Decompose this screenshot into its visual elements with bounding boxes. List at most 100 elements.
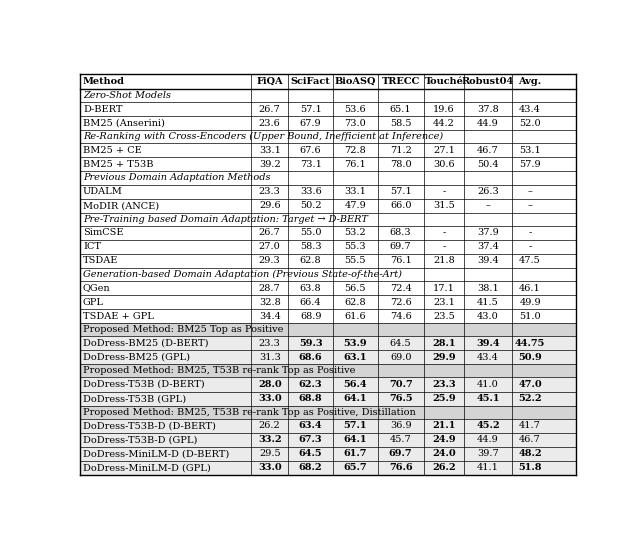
Text: 68.3: 68.3	[390, 228, 412, 237]
Bar	[80, 226, 576, 240]
Text: 76.1: 76.1	[344, 160, 366, 169]
Text: 53.1: 53.1	[519, 146, 541, 155]
Text: TSDAE: TSDAE	[83, 256, 118, 266]
Text: 65.1: 65.1	[390, 105, 412, 113]
Text: D-BERT: D-BERT	[83, 105, 122, 113]
Text: 62.3: 62.3	[299, 380, 323, 389]
Text: –: –	[486, 201, 490, 210]
Bar	[80, 433, 576, 447]
Bar	[80, 323, 576, 336]
Text: 71.2: 71.2	[390, 146, 412, 155]
Text: 41.1: 41.1	[477, 463, 499, 472]
Text: 33.1: 33.1	[259, 146, 281, 155]
Text: 32.8: 32.8	[259, 298, 280, 307]
Text: 64.5: 64.5	[390, 339, 412, 348]
Text: Proposed Method: BM25 Top as Positive: Proposed Method: BM25 Top as Positive	[83, 325, 284, 334]
Text: DoDress-T53B (GPL): DoDress-T53B (GPL)	[83, 394, 186, 403]
Text: 78.0: 78.0	[390, 160, 412, 169]
Text: 23.3: 23.3	[432, 380, 456, 389]
Text: Pre-Training based Domain Adaptation: Target → D-BERT: Pre-Training based Domain Adaptation: Ta…	[83, 214, 368, 224]
Text: SciFact: SciFact	[291, 77, 330, 86]
Text: QGen: QGen	[83, 283, 111, 293]
Text: 73.0: 73.0	[344, 119, 366, 128]
Bar	[80, 172, 576, 185]
Text: 46.1: 46.1	[519, 283, 541, 293]
Text: 68.8: 68.8	[299, 394, 323, 403]
Text: 55.3: 55.3	[344, 242, 366, 251]
Text: 58.5: 58.5	[390, 119, 412, 128]
Text: 33.6: 33.6	[300, 187, 321, 196]
Text: 23.3: 23.3	[259, 187, 281, 196]
Text: FiQA: FiQA	[257, 77, 283, 86]
Text: BM25 + T53B: BM25 + T53B	[83, 160, 154, 169]
Text: 44.75: 44.75	[515, 339, 545, 348]
Text: 45.1: 45.1	[476, 394, 500, 403]
Text: 41.7: 41.7	[519, 421, 541, 430]
Text: BM25 (Anserini): BM25 (Anserini)	[83, 119, 165, 128]
Text: 68.6: 68.6	[299, 353, 323, 362]
Text: 33.0: 33.0	[258, 463, 282, 472]
Text: 23.5: 23.5	[433, 312, 455, 321]
Text: ICT: ICT	[83, 242, 101, 251]
Text: 41.0: 41.0	[477, 380, 499, 389]
Text: 23.6: 23.6	[259, 119, 280, 128]
Text: SimCSE: SimCSE	[83, 228, 124, 237]
Text: 51.8: 51.8	[518, 463, 542, 472]
Text: 26.2: 26.2	[259, 421, 280, 430]
Text: 29.5: 29.5	[259, 449, 280, 458]
Text: 43.4: 43.4	[477, 353, 499, 362]
Text: 26.7: 26.7	[259, 105, 280, 113]
Text: 39.4: 39.4	[477, 256, 499, 266]
Text: DoDress-T53B (D-BERT): DoDress-T53B (D-BERT)	[83, 380, 205, 389]
Text: BioASQ: BioASQ	[335, 77, 376, 86]
Bar	[80, 89, 576, 102]
Text: 28.0: 28.0	[258, 380, 282, 389]
Text: 63.8: 63.8	[300, 283, 321, 293]
Text: -: -	[529, 228, 532, 237]
Text: 67.9: 67.9	[300, 119, 321, 128]
Bar	[80, 143, 576, 157]
Bar	[80, 377, 576, 392]
Bar	[80, 254, 576, 268]
Text: 28.7: 28.7	[259, 283, 280, 293]
Text: 56.5: 56.5	[344, 283, 366, 293]
Text: 58.3: 58.3	[300, 242, 321, 251]
Text: 26.2: 26.2	[432, 463, 456, 472]
Text: 69.7: 69.7	[390, 242, 412, 251]
Text: 44.9: 44.9	[477, 119, 499, 128]
Text: Proposed Method: BM25, T53B re-rank Top as Positive, Distillation: Proposed Method: BM25, T53B re-rank Top …	[83, 408, 416, 416]
Text: 52.2: 52.2	[518, 394, 542, 403]
Text: 57.1: 57.1	[344, 421, 367, 430]
Text: 57.1: 57.1	[390, 187, 412, 196]
Text: -: -	[529, 242, 532, 251]
Bar	[80, 199, 576, 213]
Bar	[80, 295, 576, 309]
Text: 57.9: 57.9	[519, 160, 541, 169]
Text: 26.7: 26.7	[259, 228, 280, 237]
Text: 33.2: 33.2	[258, 435, 282, 444]
Text: 72.6: 72.6	[390, 298, 412, 307]
Text: 34.4: 34.4	[259, 312, 281, 321]
Text: 64.1: 64.1	[344, 394, 367, 403]
Text: 51.0: 51.0	[519, 312, 541, 321]
Text: 76.5: 76.5	[389, 394, 412, 403]
Bar	[80, 447, 576, 461]
Text: 45.7: 45.7	[390, 435, 412, 444]
Text: DoDress-BM25 (D-BERT): DoDress-BM25 (D-BERT)	[83, 339, 209, 348]
Text: 44.2: 44.2	[433, 119, 455, 128]
Text: BM25 + CE: BM25 + CE	[83, 146, 141, 155]
Text: 61.6: 61.6	[344, 312, 366, 321]
Bar	[80, 157, 576, 172]
Text: DoDress-T53B-D (D-BERT): DoDress-T53B-D (D-BERT)	[83, 421, 216, 430]
Text: UDALM: UDALM	[83, 187, 123, 196]
Bar	[80, 281, 576, 295]
Text: 47.5: 47.5	[519, 256, 541, 266]
Text: 43.0: 43.0	[477, 312, 499, 321]
Text: 55.0: 55.0	[300, 228, 321, 237]
Text: 24.0: 24.0	[432, 449, 456, 458]
Bar	[80, 461, 576, 475]
Text: 63.1: 63.1	[344, 353, 367, 362]
Bar	[80, 73, 576, 89]
Text: 21.1: 21.1	[433, 421, 456, 430]
Text: Touché: Touché	[424, 77, 463, 86]
